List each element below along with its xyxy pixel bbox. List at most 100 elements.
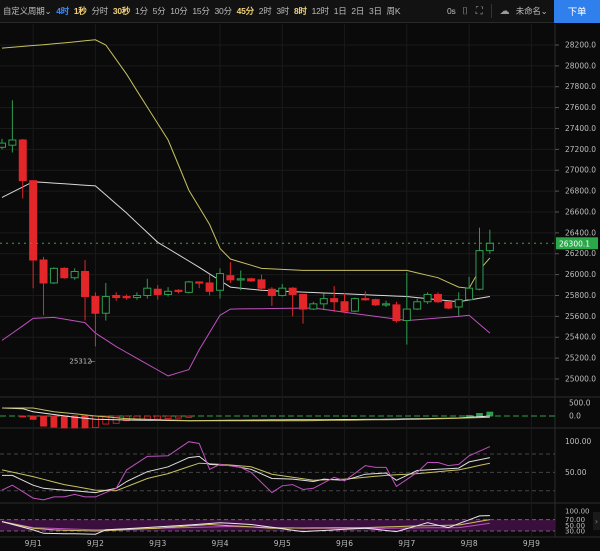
candle[interactable]: [402, 272, 411, 345]
candle[interactable]: [465, 276, 474, 301]
period-tab[interactable]: 1日: [333, 6, 347, 16]
period-tab[interactable]: 3时: [276, 6, 290, 16]
candle-body: [454, 299, 463, 308]
candle-body: [91, 296, 100, 314]
candle[interactable]: [184, 280, 193, 294]
date-tick-label: 9月7: [398, 539, 415, 548]
price-tick-label: 25200.0: [565, 354, 596, 363]
price-tick-label: 25600.0: [565, 312, 596, 321]
oscillator-panel: [0, 515, 555, 535]
candle[interactable]: [195, 281, 204, 289]
candlestick-panel: 26300.1 25312←: [0, 39, 598, 377]
period-tab[interactable]: 1秒: [73, 6, 87, 16]
candle[interactable]: [132, 292, 141, 300]
rsi-tick-label: 50.00: [565, 468, 587, 477]
osc-tick-label: 100.00: [565, 508, 590, 516]
candle-body: [122, 296, 131, 299]
candle[interactable]: [288, 287, 297, 317]
candle[interactable]: [153, 285, 162, 300]
period-tab[interactable]: 周K: [386, 6, 401, 16]
candle[interactable]: [215, 268, 224, 299]
period-tab[interactable]: 10分: [170, 6, 188, 16]
candle[interactable]: [267, 287, 276, 306]
candle-body: [465, 287, 474, 301]
candle[interactable]: [236, 270, 245, 291]
candle[interactable]: [361, 291, 370, 301]
candle[interactable]: [60, 267, 69, 279]
candle-body: [278, 287, 287, 296]
period-tab[interactable]: 3日: [368, 6, 382, 16]
candle[interactable]: [475, 227, 484, 291]
candle-body: [423, 293, 432, 303]
candle[interactable]: [247, 277, 256, 282]
candle[interactable]: [174, 289, 183, 294]
macd-histogram-bar: [486, 411, 494, 417]
candle-body: [350, 298, 359, 312]
period-tab[interactable]: 8时: [293, 6, 307, 16]
candle-body: [29, 180, 38, 261]
candle[interactable]: [29, 180, 38, 289]
fullscreen-icon[interactable]: ⛶: [475, 5, 483, 17]
candle[interactable]: [350, 297, 359, 313]
period-tab[interactable]: 2时: [258, 6, 272, 16]
candle[interactable]: [392, 301, 401, 323]
candle[interactable]: [330, 286, 339, 313]
candle[interactable]: [112, 292, 121, 301]
candle[interactable]: [278, 284, 287, 297]
period-tab[interactable]: 45分: [236, 6, 255, 16]
candle[interactable]: [143, 278, 152, 299]
candle[interactable]: [340, 293, 349, 314]
candle[interactable]: [299, 293, 308, 324]
period-tab[interactable]: 30秒: [112, 6, 131, 16]
candle[interactable]: [101, 282, 110, 321]
candle-body: [60, 267, 69, 279]
candle[interactable]: [8, 100, 17, 153]
candle[interactable]: [413, 298, 422, 311]
candle[interactable]: [226, 262, 235, 283]
layout-name-dropdown[interactable]: 未命名⌄: [515, 6, 548, 16]
candle[interactable]: [371, 298, 380, 306]
candle[interactable]: [205, 274, 214, 296]
candle[interactable]: [39, 256, 48, 316]
candle[interactable]: [70, 268, 79, 280]
last-price-tag: [556, 237, 598, 250]
date-tick-label: 9月4: [211, 539, 228, 548]
candle[interactable]: [319, 293, 328, 311]
cloud-icon[interactable]: ☁: [499, 5, 510, 17]
candle[interactable]: [454, 292, 463, 317]
candle[interactable]: [164, 287, 173, 297]
period-tab[interactable]: 30分: [214, 6, 232, 16]
candle[interactable]: [423, 292, 432, 304]
place-order-button[interactable]: 下单: [554, 0, 600, 23]
candle[interactable]: [0, 138, 6, 150]
candle[interactable]: [49, 267, 58, 285]
camera-icon[interactable]: ⌷: [461, 5, 468, 17]
candle[interactable]: [309, 301, 318, 311]
macd-histogram-bar: [465, 415, 473, 417]
candle[interactable]: [382, 300, 391, 307]
period-tab[interactable]: 15分: [192, 6, 210, 16]
osc-band-fill: [0, 519, 555, 532]
candle[interactable]: [18, 138, 27, 199]
candle[interactable]: [444, 301, 453, 310]
candle[interactable]: [91, 292, 100, 347]
candle-body: [236, 278, 245, 281]
candle[interactable]: [433, 292, 442, 303]
date-tick-label: 9月9: [523, 539, 540, 548]
candle[interactable]: [81, 260, 90, 321]
period-tab[interactable]: 5分: [152, 6, 166, 16]
period-tab[interactable]: 1分: [134, 6, 148, 16]
custom-period-dropdown[interactable]: 自定义周期⌄: [3, 6, 52, 16]
osc-tick-label: 50.00: [565, 522, 585, 530]
macd-histogram-bar: [29, 415, 37, 420]
candle[interactable]: [485, 229, 494, 254]
period-tab[interactable]: 2日: [351, 6, 365, 16]
period-tab[interactable]: 分时: [91, 6, 109, 16]
period-tab[interactable]: 12时: [311, 6, 330, 16]
osc-tick-label: 30.00: [565, 528, 585, 536]
expand-panel-toggle[interactable]: ›: [593, 512, 600, 530]
candle[interactable]: [122, 294, 131, 300]
candle[interactable]: [257, 274, 266, 290]
period-tab[interactable]: 4时: [56, 6, 70, 16]
